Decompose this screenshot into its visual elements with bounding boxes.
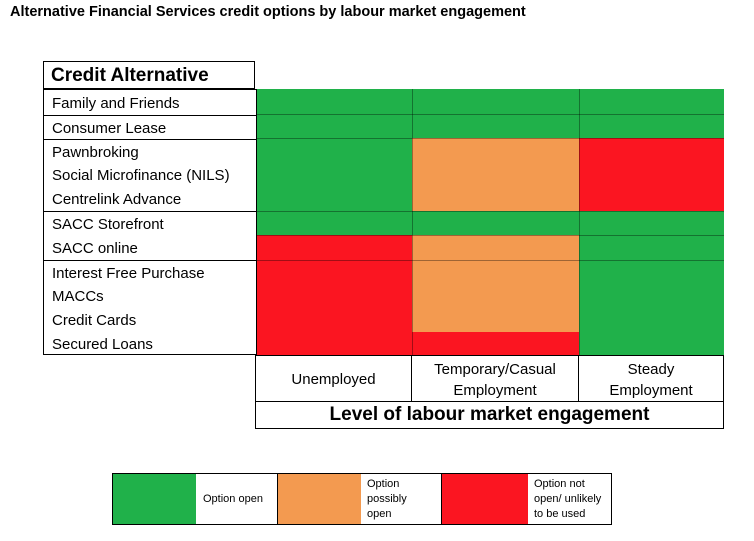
legend-label-possibly: Option possibly open — [367, 477, 407, 520]
matrix-gridline — [257, 235, 724, 236]
matrix-cell — [579, 235, 724, 260]
column-label-unemployed: Unemployed — [255, 355, 412, 402]
matrix-gridline — [257, 114, 724, 115]
row-header: Credit Alternative — [43, 61, 255, 89]
matrix-cell — [257, 114, 412, 138]
column-label-text: Unemployed — [291, 371, 376, 388]
matrix-cell — [257, 285, 412, 308]
column-label-text: Employment — [453, 382, 537, 399]
row-label: Centrelink Advance — [52, 191, 182, 208]
column-label-temporary: Temporary/Casual Employment — [411, 355, 579, 402]
matrix-cell — [579, 114, 724, 138]
matrix-cell — [412, 211, 579, 235]
legend-label-not-open: Option not open/ unlikely to be used — [534, 477, 602, 520]
matrix-cell — [412, 187, 579, 211]
legend-swatch-open — [113, 474, 196, 524]
matrix-cell — [412, 308, 579, 332]
matrix-cell — [412, 285, 579, 308]
matrix-cell — [579, 89, 724, 114]
matrix-cell — [412, 138, 579, 163]
matrix-cell — [412, 260, 579, 285]
row-label: Pawnbroking — [52, 144, 139, 161]
matrix-cell — [257, 308, 412, 332]
legend-divider — [441, 474, 442, 524]
legend: Option open Option possibly open Option … — [112, 473, 612, 525]
matrix-cell — [257, 211, 412, 235]
column-label-text: Employment — [609, 382, 693, 399]
matrix-cell — [412, 163, 579, 187]
matrix-cell — [579, 163, 724, 187]
legend-divider — [277, 474, 278, 524]
matrix-cell — [579, 211, 724, 235]
matrix-cell — [412, 235, 579, 260]
legend-label-open: Option open — [203, 492, 263, 505]
matrix-cell — [579, 260, 724, 285]
matrix-cell — [257, 235, 412, 260]
matrix-cell — [579, 332, 724, 355]
row-label: SACC online — [52, 240, 138, 257]
row-labels: Family and Friends Consumer Lease Pawnbr… — [43, 89, 257, 355]
legend-swatch-not-open — [442, 474, 528, 524]
matrix-gridline — [257, 260, 724, 261]
matrix-cell — [412, 114, 579, 138]
matrix-cell — [412, 332, 579, 355]
matrix-cell — [579, 138, 724, 163]
matrix-cell — [412, 89, 579, 114]
legend-swatch-possibly — [278, 474, 361, 524]
matrix-cell — [257, 332, 412, 355]
row-divider — [44, 139, 256, 140]
axis-label: Level of labour market engagement — [255, 401, 724, 429]
matrix-cell — [579, 285, 724, 308]
row-label: Secured Loans — [52, 336, 153, 353]
column-label-steady: Steady Employment — [578, 355, 724, 402]
matrix-cell — [257, 163, 412, 187]
row-label: Credit Cards — [52, 312, 137, 329]
row-label: Consumer Lease — [52, 120, 167, 137]
row-label: Family and Friends — [52, 95, 180, 112]
matrix-gridline — [579, 89, 580, 355]
matrix-cell — [257, 89, 412, 114]
row-label: MACCs — [52, 288, 104, 305]
matrix-cell — [579, 187, 724, 211]
matrix-cell — [257, 138, 412, 163]
row-label: Social Microfinance (NILS) — [52, 167, 230, 184]
row-divider — [44, 115, 256, 116]
row-divider — [44, 211, 256, 212]
row-divider — [44, 260, 256, 261]
matrix-cell — [257, 260, 412, 285]
matrix-cell — [257, 187, 412, 211]
matrix-cell — [579, 308, 724, 332]
row-label: Interest Free Purchase — [52, 265, 205, 282]
page-title: Alternative Financial Services credit op… — [10, 4, 526, 20]
column-label-text: Temporary/Casual — [434, 361, 556, 378]
matrix-gridline — [257, 211, 724, 212]
column-label-text: Steady — [627, 361, 675, 378]
row-label: SACC Storefront — [52, 216, 164, 233]
matrix-gridline — [412, 89, 413, 355]
matrix-gridline — [257, 138, 724, 139]
